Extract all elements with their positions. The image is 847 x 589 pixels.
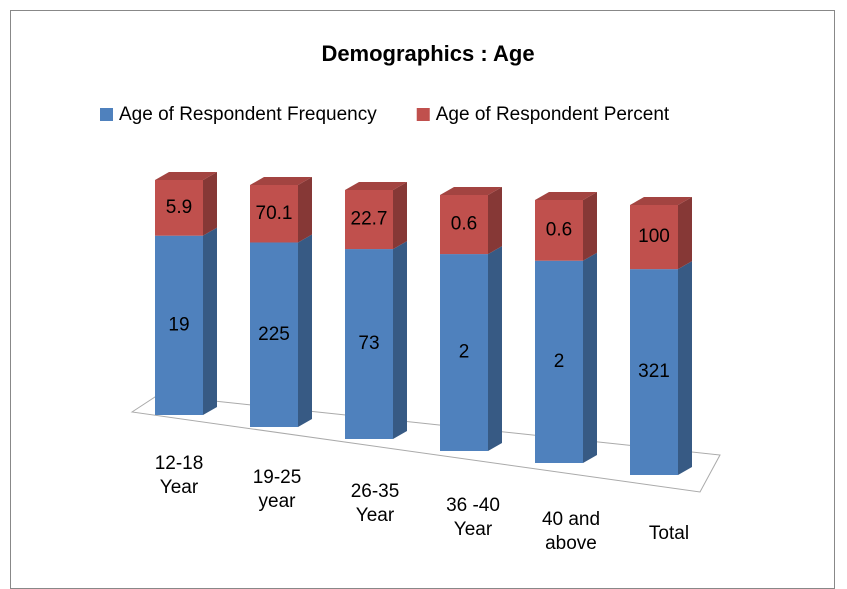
bar-side xyxy=(488,187,502,255)
data-label: 225 xyxy=(258,324,290,345)
data-label: 0.6 xyxy=(546,219,572,240)
bar-segment xyxy=(250,242,298,427)
bar-segment xyxy=(535,200,583,261)
data-label: 73 xyxy=(358,333,379,354)
data-label: 5.9 xyxy=(166,197,192,218)
legend-label: Age of Respondent Frequency xyxy=(119,104,377,125)
bar-top xyxy=(630,197,692,205)
bar-side xyxy=(203,172,217,236)
bar-segment xyxy=(440,195,488,255)
bar-top xyxy=(535,192,597,200)
bar-segment xyxy=(630,269,678,475)
data-label: 0.6 xyxy=(451,214,477,235)
bar-segment xyxy=(155,180,203,236)
x-tick-label: 36 -40 Year xyxy=(446,495,500,540)
bar-side xyxy=(583,252,597,463)
legend-swatch xyxy=(100,108,113,121)
data-label: 2 xyxy=(459,342,470,363)
chart-title: Demographics : Age xyxy=(321,41,534,66)
bar-side xyxy=(678,261,692,475)
legend-label: Age of Respondent Percent xyxy=(436,104,670,125)
bar-side xyxy=(393,241,407,439)
x-tick-label: 26-35 Year xyxy=(350,481,400,526)
x-tick-label: 19-25 year xyxy=(252,467,302,512)
bar-top xyxy=(345,182,407,190)
bar-segment xyxy=(440,254,488,451)
data-label: 70.1 xyxy=(256,203,293,224)
bar-segment xyxy=(345,190,393,250)
bar-side xyxy=(393,182,407,250)
data-label: 321 xyxy=(638,361,670,382)
bar-segment xyxy=(535,260,583,463)
data-label: 2 xyxy=(554,351,565,372)
data-label: 22.7 xyxy=(351,209,388,230)
bar-side xyxy=(583,192,597,261)
bar-side xyxy=(678,197,692,270)
bar-side xyxy=(298,177,312,243)
x-tick-label: 40 and above xyxy=(541,509,601,554)
bar-top xyxy=(155,172,217,180)
data-label: 19 xyxy=(168,314,189,335)
bar-side xyxy=(298,234,312,427)
bar-side xyxy=(203,227,217,415)
bar-top xyxy=(440,187,502,195)
bar-side xyxy=(488,246,502,451)
bar-top xyxy=(250,177,312,185)
x-tick-label: 12-18 Year xyxy=(154,453,204,498)
data-label: 100 xyxy=(638,226,670,247)
legend-swatch xyxy=(416,108,430,121)
chart-border xyxy=(10,10,835,589)
x-tick-label: Total xyxy=(648,523,690,544)
bar-segment xyxy=(630,205,678,270)
bar-segment xyxy=(250,185,298,243)
bar-segment xyxy=(155,235,203,415)
bar-segment xyxy=(345,249,393,439)
